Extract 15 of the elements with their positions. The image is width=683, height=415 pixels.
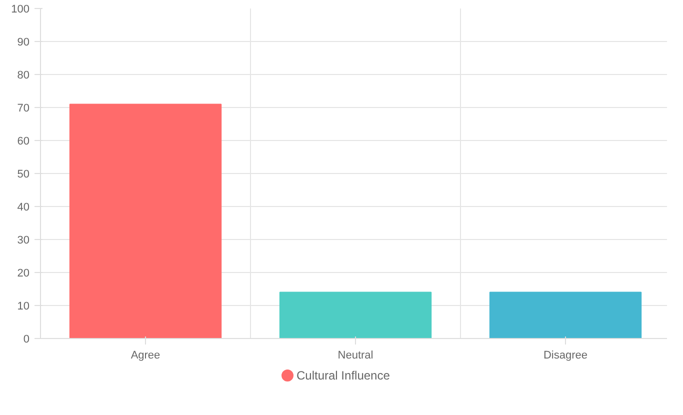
y-tick-label: 10: [17, 300, 30, 312]
x-tick-label: Neutral: [338, 350, 374, 362]
y-tick-label: 20: [17, 268, 30, 280]
x-tick-label: Agree: [130, 350, 160, 362]
y-tick-label: 70: [17, 102, 30, 114]
y-tick-label: 50: [17, 168, 30, 180]
y-tick-label: 0: [23, 334, 30, 346]
y-tick-label: 40: [17, 202, 30, 214]
y-tick-label: 90: [17, 36, 30, 48]
x-tick-label: Disagree: [543, 350, 588, 362]
legend-label: Cultural Influence: [296, 368, 390, 382]
y-tick-label: 80: [17, 70, 30, 82]
y-tick-label: 30: [17, 234, 30, 246]
y-tick-label: 100: [11, 4, 30, 16]
y-tick-label: 60: [17, 136, 30, 148]
